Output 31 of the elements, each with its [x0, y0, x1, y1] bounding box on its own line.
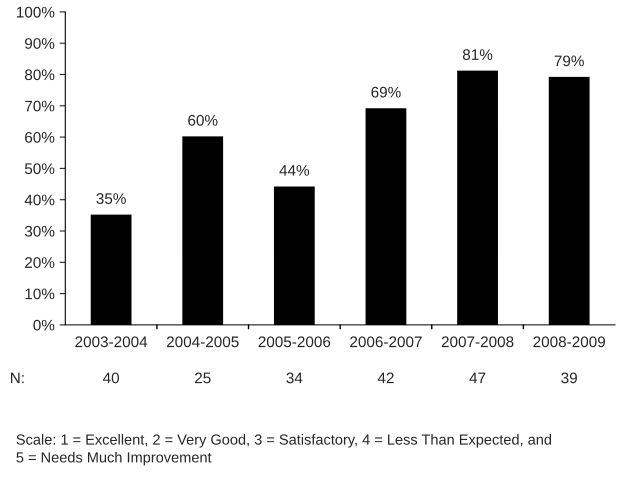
x-tick-label: 2003-2004: [75, 336, 148, 348]
x-tick-label: 2004-2005: [166, 336, 239, 348]
text: 25: [194, 372, 211, 384]
x-tick-label: 2008-2009: [533, 336, 605, 348]
data-label: 69%: [371, 86, 401, 98]
y-tick-label: 10%: [25, 288, 54, 300]
y-tick-label: 70%: [25, 100, 54, 112]
y-tick-label: 20%: [25, 257, 54, 268]
text: 40: [102, 372, 120, 384]
data-label: 35%: [96, 193, 126, 204]
text: Scale: 1 = Excellent, 2 = Very Good, 3 = Satisfactory, 4 = Less Than Expected, and 5 = Needs Much Improvement: [16, 434, 552, 466]
data-label: 60%: [188, 114, 218, 126]
y-tick-label: 50%: [24, 163, 54, 174]
y-tick-label: 90%: [25, 38, 54, 49]
data-label: 79%: [554, 55, 584, 66]
x-tick-label: 2007-2008: [442, 336, 514, 348]
text: 47: [469, 372, 486, 384]
data-label: 81%: [462, 49, 492, 60]
y-tick-label: 30%: [24, 226, 54, 237]
y-tick-label: 100%: [16, 6, 54, 18]
y-tick-label: 80%: [24, 69, 54, 80]
y-tick-label: 40%: [24, 194, 54, 206]
x-tick-label: 2005-2006: [258, 336, 330, 348]
x-tick-label: 2006-2007: [350, 336, 422, 348]
text: 39: [561, 372, 577, 384]
y-tick-label: 0%: [33, 320, 54, 331]
text: 34: [286, 372, 302, 384]
data-label: 44%: [279, 165, 310, 176]
text: 42: [378, 372, 394, 384]
text: N:: [11, 372, 24, 384]
y-tick-label: 60%: [25, 132, 54, 143]
